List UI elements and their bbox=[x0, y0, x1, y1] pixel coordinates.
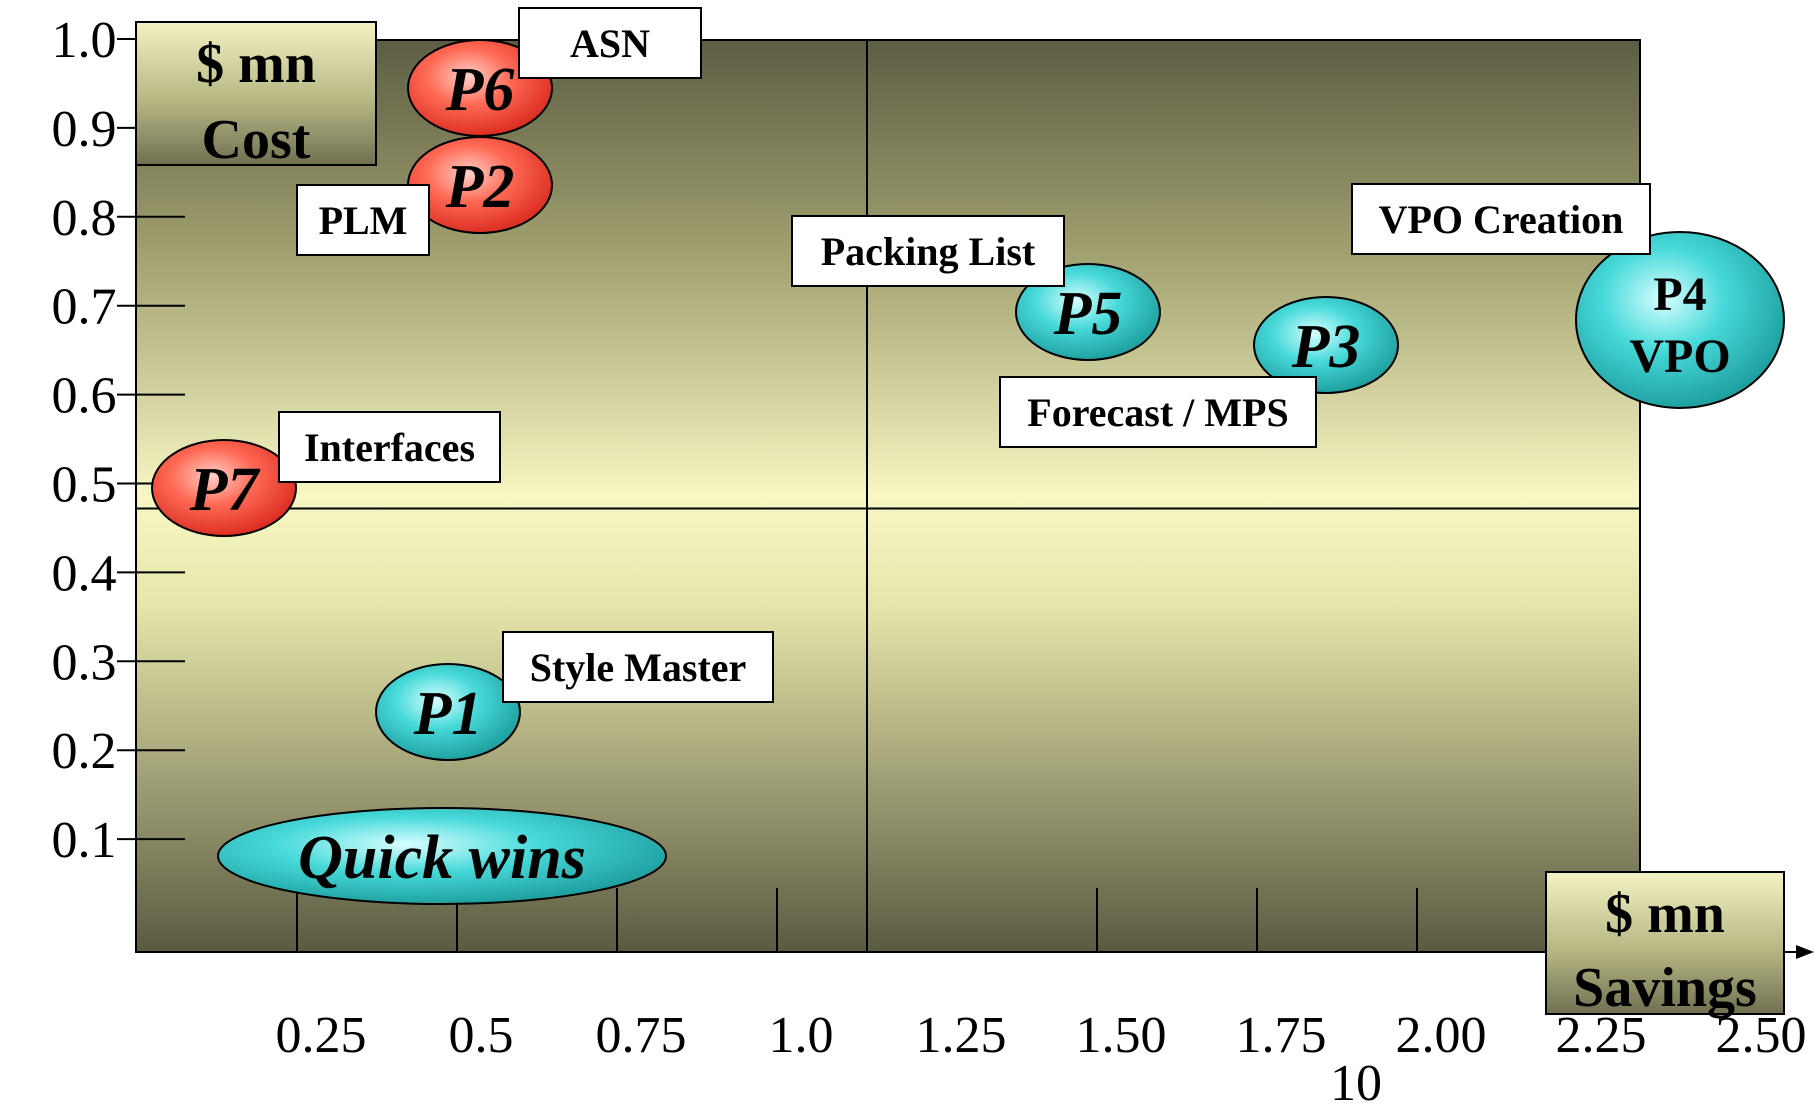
callout-box bbox=[999, 376, 1317, 448]
x-tick-label: 0.5 bbox=[449, 1007, 514, 1064]
x-tick-label: 2.00 bbox=[1396, 1007, 1487, 1064]
callouts: Style Master PLM Forecast / MPS VPO Creatio… bbox=[278, 7, 1651, 703]
x-tick-label: 2.50 bbox=[1716, 1007, 1807, 1064]
callout-box bbox=[518, 7, 702, 79]
callout-p5-text: Packing List bbox=[821, 229, 1036, 274]
x-unit-line-2: Savings bbox=[1573, 957, 1757, 1019]
callout-p1-text: Style Master bbox=[530, 645, 747, 690]
point-p4-bubble bbox=[1575, 231, 1785, 409]
y-unit-line-2: Cost bbox=[202, 109, 311, 171]
callout-p7-text: Interfaces bbox=[304, 425, 475, 470]
point-p6-label: P6 bbox=[445, 56, 515, 124]
point-p6-bubble bbox=[407, 39, 553, 137]
y-tick-labels: 1.0 0.9 0.8 0.7 0.6 0.5 0.4 0.3 0.2 0.1 bbox=[52, 12, 117, 869]
callout-p3-text: Forecast / MPS bbox=[1027, 390, 1288, 435]
x-tick-label: 1.50 bbox=[1076, 1007, 1167, 1064]
point-p3-bubble bbox=[1253, 296, 1399, 394]
callout-box bbox=[278, 411, 501, 483]
callout-box bbox=[296, 184, 430, 256]
quick-wins-ellipse bbox=[217, 807, 667, 905]
x-tick-label: 2.25 bbox=[1556, 1007, 1647, 1064]
y-tick-label: 0.1 bbox=[52, 812, 117, 869]
y-tick-label: 0.5 bbox=[52, 457, 117, 514]
annotations: Quick wins bbox=[217, 807, 667, 905]
point-p4-label-line: P4 bbox=[1653, 268, 1706, 321]
y-tick-label: 0.6 bbox=[52, 368, 117, 425]
point-p3-label: P3 bbox=[1291, 313, 1361, 381]
x-tick-label: 1.0 bbox=[769, 1007, 834, 1064]
x-unit-line-1: $ mn bbox=[1605, 883, 1725, 945]
quadrant-dividers bbox=[136, 40, 1640, 952]
x-unit-box: $ mn Savings bbox=[1545, 871, 1785, 1019]
callout-box bbox=[791, 215, 1065, 287]
x-tick-labels: 0.25 0.5 0.75 1.0 1.25 1.50 1.75 2.00 2.25 2.50 bbox=[276, 1007, 1807, 1064]
point-p5-label: P5 bbox=[1053, 280, 1123, 348]
y-unit-line-1: $ mn bbox=[196, 33, 316, 95]
callout-p2-text: PLM bbox=[319, 198, 408, 243]
callout-p4-text: VPO Creation bbox=[1379, 197, 1624, 242]
y-unit-box: $ mn Cost bbox=[135, 21, 377, 171]
point-p5-bubble bbox=[1015, 263, 1161, 361]
y-tick-label: 0.2 bbox=[52, 723, 117, 780]
y-tick-label: 1.0 bbox=[52, 12, 117, 69]
point-p1-label: P1 bbox=[413, 680, 483, 748]
y-tick-label: 0.7 bbox=[52, 279, 117, 336]
callout-box bbox=[502, 631, 774, 703]
callout-p6-text: ASN bbox=[570, 21, 650, 66]
y-tick-label: 0.4 bbox=[52, 545, 117, 602]
point-p7-bubble bbox=[151, 439, 297, 537]
point-p2-label: P2 bbox=[445, 153, 515, 221]
point-p4-label-line: VPO bbox=[1629, 330, 1730, 383]
x-tick-label: 1.25 bbox=[916, 1007, 1007, 1064]
point-p7-label: P7 bbox=[189, 456, 262, 524]
x-tick-label: 0.25 bbox=[276, 1007, 367, 1064]
x-extra-label: 10 bbox=[1330, 1055, 1382, 1108]
y-tick-label: 0.8 bbox=[52, 190, 117, 247]
data-points: P1 P2 P3 P4 VPO P5 P6 P7 bbox=[151, 39, 1785, 761]
quick-wins-label: Quick wins bbox=[298, 824, 586, 892]
x-tick-label: 1.75 bbox=[1236, 1007, 1327, 1064]
point-p1-bubble bbox=[375, 663, 521, 761]
y-tick-label: 0.3 bbox=[52, 634, 117, 691]
y-tick-label: 0.9 bbox=[52, 101, 117, 158]
callout-box bbox=[1351, 183, 1651, 255]
x-tick-label: 0.75 bbox=[596, 1007, 687, 1064]
